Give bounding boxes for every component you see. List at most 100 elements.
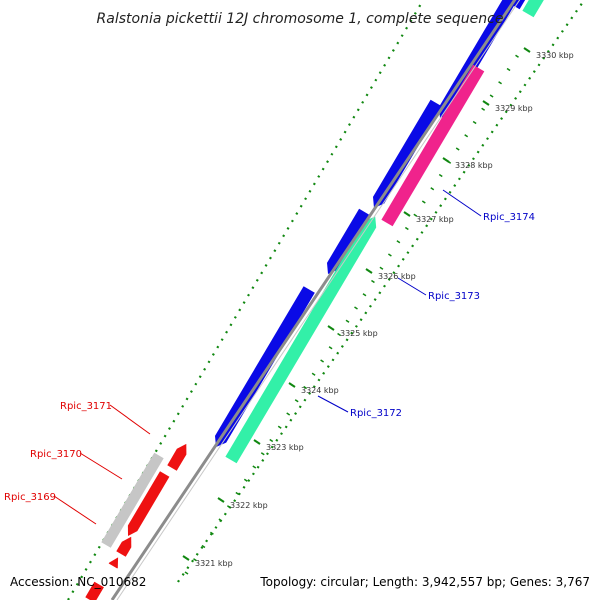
scale-label: 3323 kbp	[266, 443, 304, 452]
gc-dot	[322, 371, 326, 375]
gc-dot	[270, 445, 274, 449]
gene-label: Rpic_3171	[60, 401, 112, 412]
scale-minor-tick	[201, 544, 206, 549]
backbone-line	[110, 0, 517, 600]
gc-dot	[405, 26, 409, 30]
gc-dot	[89, 560, 92, 564]
gc-dot	[383, 63, 387, 67]
gc-dot	[330, 152, 334, 156]
gc-dot	[406, 251, 410, 255]
gene-block-blue-4	[439, 0, 516, 118]
gc-dot	[364, 311, 368, 315]
gc-dot	[223, 512, 227, 516]
gc-dot	[339, 138, 343, 141]
gc-dot	[387, 278, 391, 281]
gc-dot	[237, 492, 241, 496]
gc-dot	[177, 579, 180, 583]
gc-dot	[312, 182, 316, 186]
gc-dot	[429, 217, 433, 221]
gc-dot	[294, 412, 298, 415]
gc-dot	[154, 449, 158, 453]
sequence-backbone	[110, 0, 521, 600]
scale-tick	[217, 497, 225, 503]
gc-dot	[189, 390, 193, 393]
scale-minor-tick	[430, 187, 435, 191]
gc-dot	[71, 590, 75, 594]
scale-tick	[288, 382, 296, 388]
gc-dot	[476, 150, 480, 154]
scale-minor-tick	[218, 518, 223, 522]
gc-dot	[211, 353, 215, 356]
scale-tick	[327, 325, 335, 331]
scale-ruler: 3321 kbp 3322 kbp 3323 kbp 3324 kbp 3325 kbp…	[182, 47, 574, 575]
gene-block-gray	[101, 452, 164, 548]
gc-dot	[203, 367, 207, 371]
gc-dot	[495, 123, 499, 127]
gc-dot	[420, 231, 424, 234]
gene-callout-line	[109, 404, 151, 435]
scale-minor-tick	[184, 571, 189, 575]
gene-block-teal	[225, 216, 377, 464]
gc-dot	[159, 442, 163, 445]
scale-tick	[482, 100, 490, 106]
gc-dot	[261, 459, 265, 462]
gc-dot	[434, 210, 438, 214]
scale-minor-tick	[320, 359, 325, 363]
scale-minor-tick	[371, 279, 375, 284]
scale-minor-tick	[421, 200, 426, 204]
gene-label: Rpic_3173	[428, 291, 480, 302]
gene-callout-line	[53, 495, 97, 525]
gc-dot	[207, 360, 211, 364]
gc-dot	[462, 170, 466, 174]
gc-dot	[168, 427, 171, 431]
gc-dot	[282, 234, 286, 238]
scale-tick	[182, 555, 190, 561]
scale-minor-tick	[498, 81, 502, 85]
scale-minor-tick	[438, 173, 443, 178]
gc-dot	[200, 546, 204, 550]
gc-dot	[84, 568, 88, 571]
gc-dot	[238, 308, 242, 312]
gc-dot	[518, 90, 522, 94]
gc-dot	[308, 189, 312, 193]
gene-label: Rpic_3169	[4, 492, 56, 503]
scale-minor-tick	[481, 107, 486, 111]
backbone-shadow	[116, 0, 521, 600]
gene-callout-line	[442, 189, 482, 217]
gc-dot	[191, 559, 195, 563]
map-title: Ralstonia pickettii 12J chromosome 1, co…	[97, 11, 504, 27]
gc-dot	[280, 432, 283, 436]
scale-label: 3327 kbp	[416, 215, 454, 224]
scale-minor-tick	[311, 372, 316, 376]
scale-minor-tick	[193, 558, 197, 562]
gc-dot	[457, 177, 461, 181]
gene-callout-line	[397, 277, 427, 296]
gc-dot	[198, 375, 202, 379]
gc-dot	[448, 190, 452, 194]
gc-dot	[411, 244, 415, 248]
scale-minor-tick	[269, 438, 274, 443]
gc-dot	[185, 397, 189, 401]
gc-dot	[97, 545, 101, 549]
gc-dot	[396, 41, 400, 45]
gc-dot	[242, 485, 246, 489]
gc-dot	[481, 143, 485, 147]
gc-dot	[392, 271, 396, 275]
scale-label: 3325 kbp	[340, 329, 378, 338]
gc-dot-track-right	[177, 3, 583, 583]
gc-dot	[205, 539, 209, 543]
gc-dot	[409, 19, 413, 23]
scale-tick	[253, 439, 261, 445]
gc-dot	[181, 404, 185, 408]
gene-block-red-3	[167, 443, 187, 471]
gc-dot	[439, 204, 443, 208]
gc-dot	[359, 318, 363, 322]
scale-minor-tick	[277, 425, 282, 429]
gc-dot	[490, 130, 494, 134]
scale-minor-tick	[396, 240, 401, 244]
gc-dot	[486, 137, 489, 141]
gene-block-blue-3	[373, 99, 442, 208]
gc-dot	[194, 382, 198, 386]
gc-dot	[348, 123, 351, 127]
